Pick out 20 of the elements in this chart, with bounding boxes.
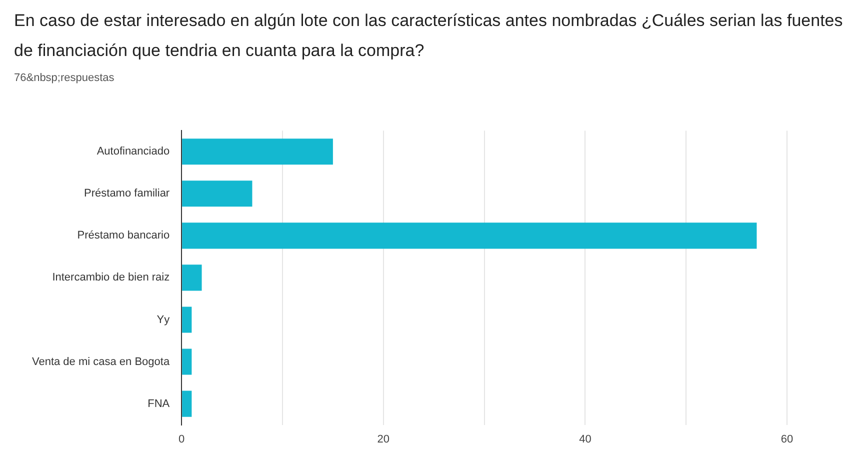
bar <box>182 348 192 375</box>
chart-title: En caso de estar interesado en algún lote con las características antes nombradas ¿Cuáles serian las fuentes de financiación que tendria en cuanta para la compra? <box>14 10 844 62</box>
bar <box>182 222 757 249</box>
bar <box>182 306 192 333</box>
x-tick-label: 0 <box>178 433 185 446</box>
bar <box>182 180 252 207</box>
text: 76&nbsp;respuestas <box>14 72 114 84</box>
y-tick-label: Venta de mi casa en Bogota <box>32 356 170 368</box>
bar <box>182 264 202 291</box>
x-tick-label: 60 <box>780 433 794 446</box>
y-tick-label: Yy <box>156 314 170 326</box>
y-tick-label: Autofinanciado <box>96 146 170 158</box>
y-tick-label: FNA <box>148 398 170 410</box>
bar <box>182 390 192 417</box>
y-tick-label: Intercambio de bien raiz <box>52 272 170 284</box>
y-tick-label: Préstamo bancario <box>77 230 170 242</box>
x-tick-label: 40 <box>579 433 592 446</box>
bar <box>182 138 333 165</box>
y-tick-label: Préstamo familiar <box>84 188 170 200</box>
x-tick-label: 20 <box>377 433 390 446</box>
